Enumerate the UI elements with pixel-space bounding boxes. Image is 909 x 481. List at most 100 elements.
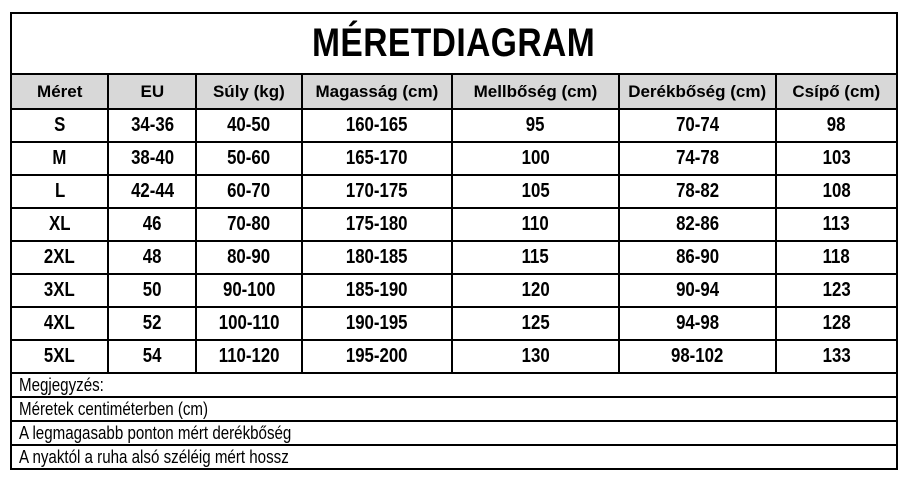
- column-header-height: Magasság (cm): [300, 73, 454, 110]
- cell-value: 38-40: [130, 147, 174, 169]
- cell-weight: 100-110: [195, 306, 303, 341]
- table-row-4xl: 4XL 52 100-110 190-195 125 94-98 128: [9, 306, 899, 341]
- cell-value: 165-170: [346, 147, 408, 169]
- cell-value: 95: [526, 114, 545, 136]
- cell-hip: 123: [774, 273, 899, 308]
- note-text: Méretek centiméterben (cm): [19, 398, 209, 419]
- cell-eu: 34-36: [107, 108, 198, 143]
- cell-value: 175-180: [346, 213, 408, 235]
- cell-value: 98-102: [670, 345, 724, 367]
- cell-height: 195-200: [300, 339, 454, 374]
- cell-size: 3XL: [9, 273, 110, 308]
- cell-waist: 74-78: [617, 141, 777, 176]
- cell-value: 54: [142, 345, 162, 367]
- table-row-2xl: 2XL 48 80-90 180-185 115 86-90 118: [9, 240, 899, 275]
- cell-weight: 70-80: [195, 207, 303, 242]
- cell-height: 190-195: [300, 306, 454, 341]
- title-cell: MÉRETDIAGRAM: [10, 12, 898, 75]
- cell-waist: 90-94: [617, 273, 777, 308]
- note-cell: Megjegyzés:: [10, 372, 898, 398]
- cell-chest: 120: [451, 273, 620, 308]
- table-row-xl: XL 46 70-80 175-180 110 82-86 113: [9, 207, 899, 242]
- cell-hip: 113: [774, 207, 899, 242]
- cell-eu: 46: [107, 207, 198, 242]
- cell-value: 2XL: [44, 246, 76, 268]
- cell-value: 80-90: [227, 246, 271, 268]
- note-row-units: Méretek centiméterben (cm): [10, 396, 898, 422]
- cell-value: 180-185: [346, 246, 408, 268]
- cell-waist: 94-98: [617, 306, 777, 341]
- cell-value: 82-86: [675, 213, 719, 235]
- cell-value: 113: [822, 213, 850, 235]
- cell-value: 125: [521, 312, 550, 334]
- title-row: MÉRETDIAGRAM: [10, 12, 898, 75]
- cell-hip: 108: [774, 174, 899, 209]
- cell-weight: 50-60: [195, 141, 303, 176]
- note-row-length: A nyaktól a ruha alsó széléig mért hossz: [10, 444, 898, 470]
- cell-waist: 82-86: [617, 207, 777, 242]
- table-row-m: M 38-40 50-60 165-170 100 74-78 103: [9, 141, 899, 176]
- table-row-s: S 34-36 40-50 160-165 95 70-74 98: [9, 108, 899, 143]
- cell-size: 2XL: [9, 240, 110, 275]
- note-text: A nyaktól a ruha alsó széléig mért hossz: [19, 446, 289, 467]
- table-row-5xl: 5XL 54 110-120 195-200 130 98-102 133: [9, 339, 899, 374]
- cell-chest: 110: [451, 207, 620, 242]
- cell-eu: 48: [107, 240, 198, 275]
- cell-eu: 38-40: [107, 141, 198, 176]
- cell-value: 70-74: [675, 114, 719, 136]
- cell-height: 175-180: [300, 207, 454, 242]
- cell-weight: 40-50: [195, 108, 303, 143]
- page-title: MÉRETDIAGRAM: [312, 21, 596, 65]
- cell-value: 100-110: [218, 312, 280, 334]
- cell-value: 50-60: [227, 147, 271, 169]
- header-row: Méret EU Súly (kg) Magasság (cm) Mellbős…: [9, 73, 899, 110]
- cell-hip: 103: [774, 141, 899, 176]
- cell-size: S: [9, 108, 110, 143]
- cell-value: 110-120: [218, 345, 280, 367]
- note-row-heading: Megjegyzés:: [10, 372, 898, 398]
- cell-chest: 115: [451, 240, 620, 275]
- note-text: Megjegyzés:: [19, 374, 104, 395]
- cell-value: S: [54, 114, 66, 136]
- size-chart-table: MÉRETDIAGRAM Méret EU Súly (kg) Magasság…: [9, 12, 899, 470]
- cell-waist: 78-82: [617, 174, 777, 209]
- cell-value: 128: [822, 312, 851, 334]
- cell-value: 34-36: [130, 114, 174, 136]
- cell-value: 115: [521, 246, 550, 268]
- cell-value: 98: [826, 114, 846, 136]
- cell-chest: 95: [451, 108, 620, 143]
- cell-weight: 110-120: [195, 339, 303, 374]
- cell-height: 160-165: [300, 108, 454, 143]
- cell-value: 108: [822, 180, 851, 202]
- cell-value: 90-94: [675, 279, 719, 301]
- cell-value: 86-90: [675, 246, 719, 268]
- cell-weight: 90-100: [195, 273, 303, 308]
- cell-value: 78-82: [675, 180, 719, 202]
- cell-value: 100: [521, 147, 550, 169]
- cell-value: 133: [822, 345, 851, 367]
- cell-value: 52: [142, 312, 162, 334]
- cell-weight: 60-70: [195, 174, 303, 209]
- column-header-waist: Derékbőség (cm): [617, 73, 777, 110]
- column-header-weight: Súly (kg): [195, 73, 303, 110]
- cell-waist: 70-74: [617, 108, 777, 143]
- cell-waist: 98-102: [617, 339, 777, 374]
- note-row-waist: A legmagasabb ponton mért derékbőség: [10, 420, 898, 446]
- cell-value: 160-165: [346, 114, 408, 136]
- cell-hip: 128: [774, 306, 899, 341]
- cell-value: 70-80: [227, 213, 271, 235]
- cell-eu: 52: [107, 306, 198, 341]
- cell-eu: 42-44: [107, 174, 198, 209]
- cell-size: 5XL: [9, 339, 110, 374]
- cell-value: 46: [142, 213, 162, 235]
- cell-chest: 130: [451, 339, 620, 374]
- note-cell: Méretek centiméterben (cm): [10, 396, 898, 422]
- cell-eu: 54: [107, 339, 198, 374]
- column-header-hip: Csípő (cm): [774, 73, 899, 110]
- cell-value: 190-195: [346, 312, 408, 334]
- cell-value: 105: [521, 180, 550, 202]
- cell-chest: 105: [451, 174, 620, 209]
- cell-size: XL: [9, 207, 110, 242]
- cell-value: 42-44: [130, 180, 174, 202]
